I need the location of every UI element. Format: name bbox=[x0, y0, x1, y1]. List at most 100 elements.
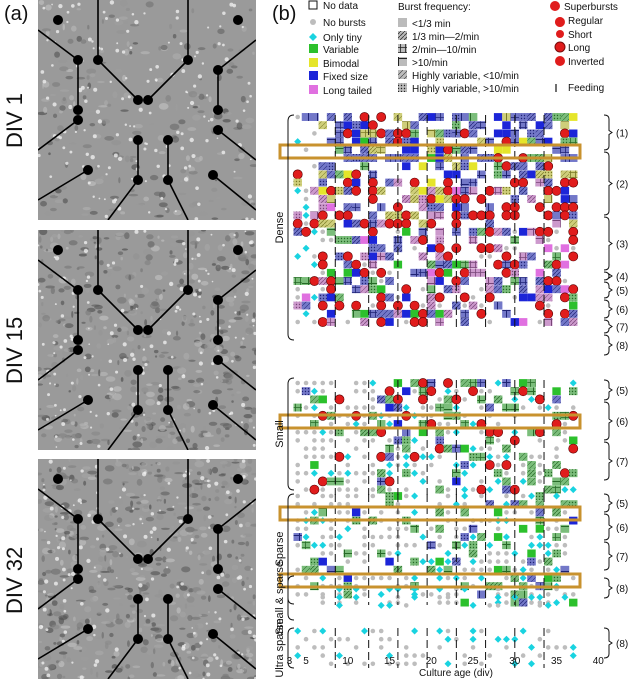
mark-frequency bbox=[360, 252, 369, 261]
mark-no-bursts bbox=[487, 653, 493, 658]
mark-frequency bbox=[310, 113, 319, 121]
mark-superburst bbox=[401, 218, 412, 229]
mark-frequency bbox=[527, 469, 536, 478]
mark-no-bursts bbox=[328, 454, 334, 460]
mark-superburst bbox=[418, 317, 428, 327]
mark-frequency bbox=[368, 428, 378, 437]
mark-frequency bbox=[560, 565, 570, 574]
mark-frequency bbox=[377, 203, 386, 212]
mark-only-tiny bbox=[544, 404, 552, 412]
legend-bimodal: Bimodal bbox=[323, 59, 359, 70]
mark-no-bursts bbox=[554, 229, 559, 235]
mark-frequency bbox=[351, 236, 361, 244]
mark-superburst bbox=[551, 202, 562, 213]
group-label: Small & sparse bbox=[274, 561, 286, 635]
mark-frequency bbox=[544, 557, 553, 566]
mark-no-bursts bbox=[378, 575, 384, 581]
mark-only-tiny bbox=[411, 627, 419, 635]
mark-no-bursts bbox=[429, 592, 434, 597]
mark-only-tiny bbox=[569, 643, 577, 651]
mark-frequency bbox=[335, 236, 344, 244]
mark-no-bursts bbox=[328, 438, 334, 443]
mark-variable bbox=[493, 508, 503, 517]
legend-nobursts-swatch bbox=[310, 19, 316, 25]
mark-no-bursts bbox=[537, 319, 543, 325]
mark-no-bursts bbox=[345, 319, 351, 325]
mark-frequency bbox=[518, 500, 528, 509]
group-label: Small bbox=[274, 420, 286, 448]
mark-only-tiny bbox=[486, 486, 494, 494]
subgroup-bracket bbox=[603, 513, 613, 541]
mark-frequency bbox=[351, 285, 361, 294]
mark-variable bbox=[569, 436, 578, 445]
mark-only-tiny bbox=[469, 627, 477, 635]
mark-only-tiny bbox=[469, 533, 477, 541]
mark-frequency bbox=[493, 277, 503, 285]
mark-no-bursts bbox=[570, 575, 576, 581]
mark-superburst bbox=[342, 177, 353, 188]
mark-no-bursts bbox=[303, 429, 309, 435]
highlight-box bbox=[278, 572, 582, 589]
mark-variable bbox=[569, 301, 578, 310]
mark-no-bursts bbox=[487, 603, 493, 608]
mark-no-bursts bbox=[303, 147, 309, 153]
mark-frequency bbox=[435, 252, 444, 261]
mark-no-bursts bbox=[529, 600, 534, 605]
mark-only-tiny bbox=[553, 599, 561, 607]
mark-frequency bbox=[293, 301, 302, 310]
mark-frequency bbox=[385, 129, 394, 138]
subgroup-label: (8) bbox=[616, 639, 628, 650]
mark-frequency bbox=[402, 195, 411, 203]
mark-only-tiny bbox=[344, 469, 352, 477]
mark-no-bursts bbox=[495, 454, 501, 460]
mark-no-bursts bbox=[437, 397, 442, 402]
mark-no-bursts bbox=[320, 653, 326, 658]
mark-no-bursts bbox=[337, 636, 342, 642]
mark-no-bursts bbox=[479, 429, 484, 435]
mark-variable bbox=[493, 533, 503, 541]
mark-frequency bbox=[569, 387, 578, 396]
mark-fixed bbox=[343, 574, 352, 582]
mark-superburst bbox=[359, 112, 370, 122]
mark-frequency bbox=[385, 178, 394, 187]
mark-variable bbox=[418, 428, 428, 437]
mark-frequency bbox=[435, 137, 444, 146]
mark-superburst bbox=[409, 177, 420, 188]
mark-frequency bbox=[468, 524, 478, 533]
x-tick: 40 bbox=[593, 656, 605, 667]
mark-no-bursts bbox=[362, 534, 367, 540]
x-axis: 3 5 10 15 20 25 30 35 40 Culture age (di… bbox=[287, 656, 605, 679]
mark-frequency bbox=[427, 565, 436, 574]
mark-only-tiny bbox=[419, 533, 427, 541]
mark-bimodal bbox=[493, 145, 503, 154]
mark-superburst bbox=[384, 386, 395, 397]
mark-fixed bbox=[402, 162, 411, 171]
mark-only-tiny bbox=[294, 627, 302, 635]
mark-superburst bbox=[376, 300, 387, 311]
group-bracket bbox=[287, 627, 295, 669]
mark-frequency bbox=[385, 444, 394, 453]
mark-superburst bbox=[518, 177, 529, 188]
mark-fixed bbox=[318, 557, 327, 566]
mark-frequency bbox=[435, 203, 444, 212]
mark-fixed bbox=[452, 203, 461, 212]
mark-frequency bbox=[502, 403, 511, 412]
mark-only-tiny bbox=[444, 549, 452, 557]
subgroup-bracket bbox=[603, 627, 613, 659]
mark-frequency bbox=[427, 203, 436, 212]
group-bracket bbox=[287, 114, 295, 341]
mark-superburst bbox=[367, 194, 378, 204]
mark-only-tiny bbox=[461, 469, 469, 477]
mark-frequency bbox=[351, 203, 361, 212]
mark-superburst bbox=[476, 243, 487, 254]
mark-frequency bbox=[410, 121, 419, 130]
mark-no-bursts bbox=[479, 446, 484, 451]
mark-no-bursts bbox=[395, 229, 401, 235]
mark-frequency bbox=[335, 428, 344, 437]
mark-only-tiny bbox=[302, 211, 310, 219]
mark-no-bursts bbox=[370, 270, 376, 276]
mark-only-tiny bbox=[386, 652, 394, 660]
mark-no-bursts bbox=[487, 551, 493, 556]
mark-frequency bbox=[310, 395, 319, 404]
mark-frequency bbox=[460, 318, 469, 326]
